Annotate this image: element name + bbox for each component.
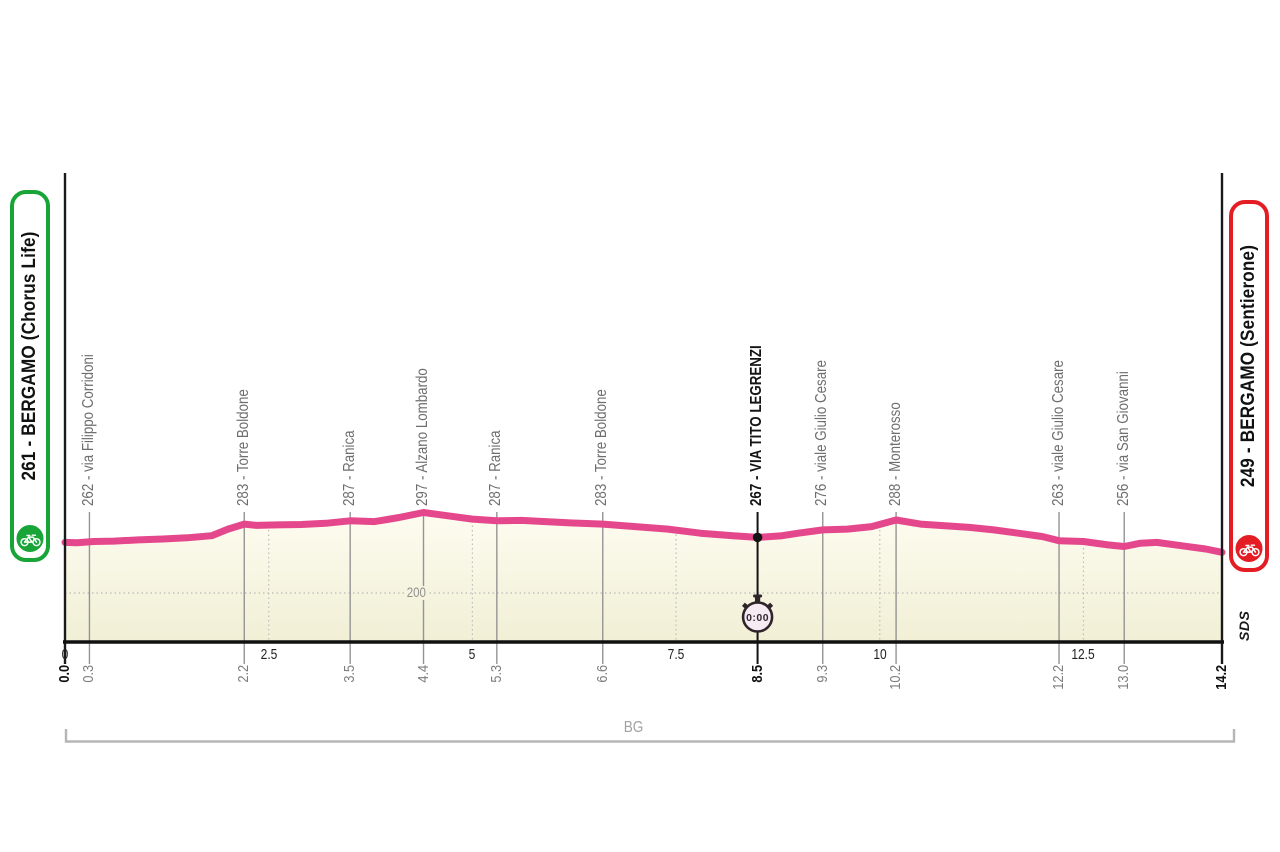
start-location-box: 261 - BERGAMO (Chorus Life) (10, 190, 50, 562)
start-cyclist-badge (14, 523, 46, 554)
bicycle-icon (19, 534, 41, 547)
start-location-label: 261 - BERGAMO (Chorus Life) (19, 231, 40, 481)
bicycle-icon (1238, 544, 1260, 557)
finish-location-box: 249 - BERGAMO (Sentierone) (1229, 200, 1269, 572)
elevation-area-fill (65, 512, 1222, 642)
timecheck-time-text: 0:00 (746, 612, 769, 624)
stopwatch-icon: 0:00 (741, 594, 774, 633)
finish-cyclist-badge (1233, 533, 1265, 564)
province-bracket (64, 729, 1236, 743)
elevation-profile-line (61, 509, 1226, 556)
finish-location-label: 249 - BERGAMO (Sentierone) (1238, 244, 1259, 488)
timecheck-dot (752, 532, 763, 543)
